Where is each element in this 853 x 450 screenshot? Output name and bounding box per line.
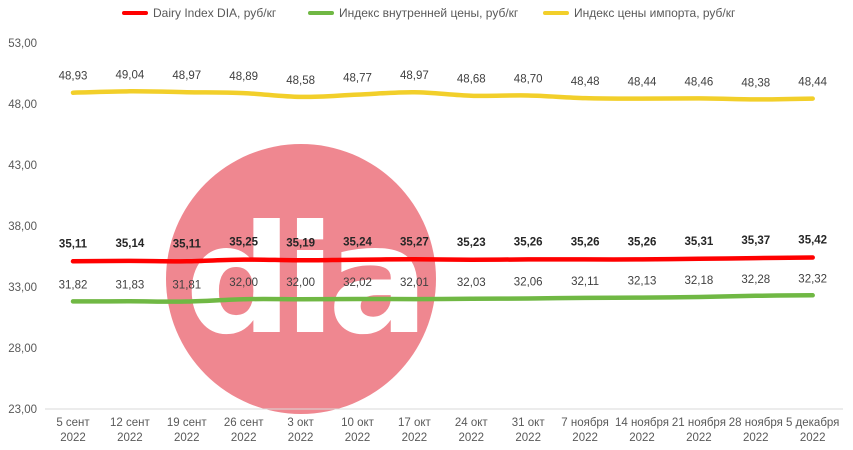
x-tick-label: 5 декабря 2022 [786, 417, 839, 444]
data-label-import-price: 48,44 [628, 77, 657, 89]
legend-swatch-domestic-price [308, 11, 334, 15]
y-tick-label: 33,00 [8, 282, 37, 294]
x-tick-label: 14 ноября 2022 [615, 417, 669, 444]
data-label-import-price: 48,93 [59, 71, 88, 83]
data-label-import-price: 48,68 [457, 74, 486, 86]
logo-text: dia [185, 194, 421, 368]
data-label-domestic-price: 32,32 [798, 273, 827, 285]
y-tick-label: 28,00 [8, 343, 37, 355]
data-label-dairy-index: 35,24 [343, 237, 372, 249]
y-tick-label: 48,00 [8, 99, 37, 111]
x-tick-label: 12 сент 2022 [110, 417, 150, 444]
data-label-import-price: 48,70 [514, 73, 543, 85]
data-label-domestic-price: 32,03 [457, 277, 486, 289]
data-label-import-price: 49,04 [116, 69, 145, 81]
logo-circle [166, 144, 436, 414]
data-label-domestic-price: 32,01 [400, 277, 429, 289]
legend-swatch-dairy-index [122, 11, 148, 15]
legend: Dairy Index DIA, руб/кг Индекс внутренне… [0, 6, 853, 26]
y-tick-label: 43,00 [8, 160, 37, 172]
series-lines [70, 89, 815, 304]
data-label-import-price: 48,97 [172, 70, 201, 82]
x-tick-label: 3 окт 2022 [287, 417, 314, 444]
data-labels: 35,11 35,14 35,11 35,25 35,19 35,24 35,27 35,23… [59, 69, 828, 291]
x-tick-label: 26 сент 2022 [224, 417, 264, 444]
data-label-import-price: 48,89 [229, 71, 258, 83]
data-label-domestic-price: 32,28 [741, 274, 770, 286]
series-line-import-price [70, 89, 815, 102]
y-tick-label: 53,00 [8, 38, 37, 50]
legend-swatch-import-price [543, 11, 569, 15]
data-label-domestic-price: 32,02 [343, 277, 372, 289]
data-label-domestic-price: 32,06 [514, 276, 543, 288]
data-label-dairy-index: 35,31 [685, 236, 714, 248]
data-label-dairy-index: 35,26 [514, 236, 543, 248]
data-label-domestic-price: 32,00 [229, 277, 258, 289]
x-tick-label: 7 ноября 2022 [561, 417, 609, 444]
x-tick-label: 31 окт 2022 [512, 417, 546, 444]
data-label-dairy-index: 35,19 [286, 237, 315, 249]
data-label-domestic-price: 32,00 [286, 277, 315, 289]
x-tick-label: 21 ноября 2022 [672, 417, 726, 444]
data-label-dairy-index: 35,11 [59, 238, 88, 250]
data-label-dairy-index: 35,27 [400, 236, 429, 248]
y-tick-label: 38,00 [8, 221, 37, 233]
data-label-import-price: 48,48 [571, 76, 600, 88]
data-label-dairy-index: 35,37 [741, 235, 770, 247]
series-line-dairy-index [70, 255, 815, 264]
legend-label-import-price: Индекс цены импорта, руб/кг [574, 6, 736, 20]
data-label-domestic-price: 31,81 [172, 280, 201, 292]
data-label-domestic-price: 32,13 [628, 276, 657, 288]
x-tick-label: 10 окт 2022 [341, 417, 375, 444]
legend-item-import-price: Индекс цены импорта, руб/кг [543, 6, 735, 20]
legend-item-dairy-index: Dairy Index DIA, руб/кг [122, 6, 276, 20]
data-label-dairy-index: 35,11 [173, 238, 202, 250]
series-line-domestic-price [70, 293, 815, 304]
x-tick-label: 17 окт 2022 [398, 417, 432, 444]
data-label-dairy-index: 35,25 [229, 237, 258, 249]
data-label-import-price: 48,58 [286, 75, 315, 87]
data-label-domestic-price: 32,11 [571, 276, 599, 288]
x-tick-label: 19 сент 2022 [167, 417, 207, 444]
data-label-dairy-index: 35,14 [116, 238, 145, 250]
x-tick-label: 5 сент 2022 [56, 417, 90, 444]
data-label-dairy-index: 35,26 [628, 236, 657, 248]
x-tick-label: 28 ноября 2022 [729, 417, 783, 444]
legend-label-domestic-price: Индекс внутренней цены, руб/кг [339, 6, 519, 20]
y-tick-label: 23,00 [8, 404, 37, 416]
data-label-dairy-index: 35,26 [571, 236, 600, 248]
x-tick-label: 24 окт 2022 [455, 417, 489, 444]
data-label-import-price: 48,77 [343, 73, 372, 85]
data-label-domestic-price: 31,83 [116, 279, 145, 291]
legend-label-dairy-index: Dairy Index DIA, руб/кг [153, 6, 277, 20]
data-label-domestic-price: 31,82 [59, 279, 88, 291]
data-label-import-price: 48,44 [798, 77, 827, 89]
data-label-import-price: 48,38 [741, 77, 770, 89]
legend-item-domestic-price: Индекс внутренней цены, руб/кг [308, 6, 518, 20]
dia-logo-watermark: dia [166, 144, 436, 414]
data-label-dairy-index: 35,42 [798, 234, 827, 246]
data-label-import-price: 48,97 [400, 70, 429, 82]
axes: 23,00 28,00 33,00 38,00 43,00 48,00 53,00 5 сен… [8, 38, 843, 444]
data-label-import-price: 48,46 [685, 76, 714, 88]
data-label-domestic-price: 32,18 [685, 275, 714, 287]
data-label-dairy-index: 35,23 [457, 237, 486, 249]
